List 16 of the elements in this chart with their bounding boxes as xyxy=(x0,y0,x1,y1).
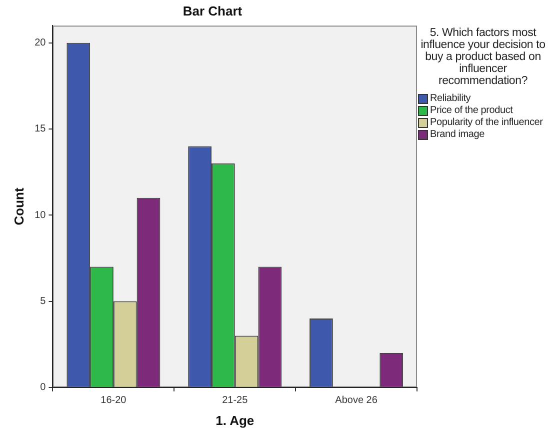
x-tick-label: Above 26 xyxy=(335,395,378,406)
y-axis-title: Count xyxy=(11,187,26,226)
x-tick-label: 16-20 xyxy=(100,395,127,406)
y-tick-label: 10 xyxy=(34,210,46,221)
y-tick-label: 15 xyxy=(34,124,46,135)
x-tick-label: 21-25 xyxy=(222,395,248,406)
y-tick-label: 20 xyxy=(34,38,46,49)
y-tick-label: 5 xyxy=(40,296,46,308)
legend-label: Price of the product xyxy=(430,105,513,117)
legend-label: Reliability xyxy=(430,93,471,105)
chart-title: Bar Chart xyxy=(182,3,243,18)
x-axis-title: 1. Age xyxy=(216,412,254,428)
legend-label: Brand image xyxy=(430,129,484,141)
legend-label: Popularity of the influencer xyxy=(430,117,543,129)
legend-title: 5. Which factors most influence your decision to buy a product based on influencer recommendation? xyxy=(420,27,546,87)
y-tick-label: 0 xyxy=(40,382,46,394)
